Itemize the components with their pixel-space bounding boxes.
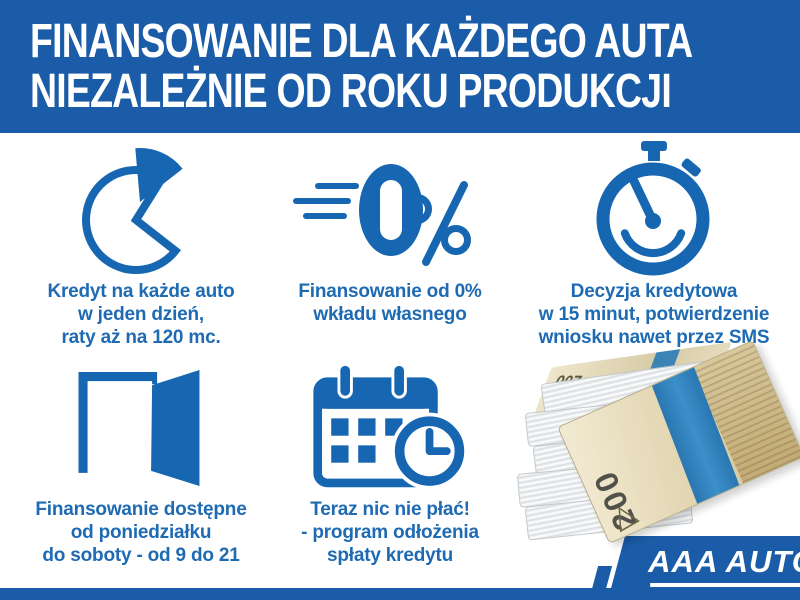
zero-percent-icon [270,140,510,280]
feature-caption: Teraz nic nie płać! - program odłożenia … [270,498,510,567]
logo-inner: AAA AUTO [618,536,800,587]
feature-card-availability: Finansowanie dostępne od poniedziałku do… [22,358,260,567]
logo-underline [650,583,800,587]
calendar-clock-icon [270,358,510,498]
feature-caption: Finansowanie od 0% wkładu własnego [270,280,510,326]
logo-text: AAA AUTO [648,544,800,579]
caption-line: w 15 minut, potwierdzenie [538,304,770,325]
pie-chart-icon [22,140,260,280]
caption-line: wniosku nawet przez SMS [538,327,770,348]
caption-line: Decyzja kredytowa [570,281,738,302]
caption-line: - program odłożenia [301,522,479,543]
feature-card-deferred-payment: Teraz nic nie płać! - program odłożenia … [270,358,510,567]
caption-line: wkładu własnego [313,304,467,325]
caption-line: raty aż na 120 mc. [61,327,221,348]
stopwatch-icon [508,140,800,280]
banknotes-photo: 200 200 △ [512,340,800,550]
caption-line: Finansowanie od 0% [298,281,482,302]
feature-card-credit: Kredyt na każde auto w jeden dzień, raty… [22,140,260,349]
header-line-1: FINANSOWANIE DLA KAŻDEGO AUTA [30,14,693,68]
feature-caption: Kredyt na każde auto w jeden dzień, raty… [22,280,260,349]
caption-line: Kredyt na każde auto [47,281,235,302]
feature-card-decision: Decyzja kredytowa w 15 minut, potwierdze… [508,140,800,349]
caption-line: od poniedziałku [70,522,212,543]
feature-caption: Decyzja kredytowa w 15 minut, potwierdze… [508,280,800,349]
header-banner: FINANSOWANIE DLA KAŻDEGO AUTA NIEZALEŻNI… [0,0,800,133]
feature-caption: Finansowanie dostępne od poniedziałku do… [22,498,260,567]
caption-line: Finansowanie dostępne [35,499,247,520]
open-door-icon [22,358,260,498]
aaa-auto-logo: AAA AUTO [607,536,800,600]
caption-line: w jeden dzień, [78,304,204,325]
caption-line: spłaty kredytu [326,545,454,566]
caption-line: do soboty - od 9 do 21 [42,545,240,566]
caption-line: Teraz nic nie płać! [310,499,470,520]
header-line-2: NIEZALEŻNIE OD ROKU PRODUKCJI [30,64,672,118]
feature-card-zero-percent: Finansowanie od 0% wkładu własnego [270,140,510,326]
